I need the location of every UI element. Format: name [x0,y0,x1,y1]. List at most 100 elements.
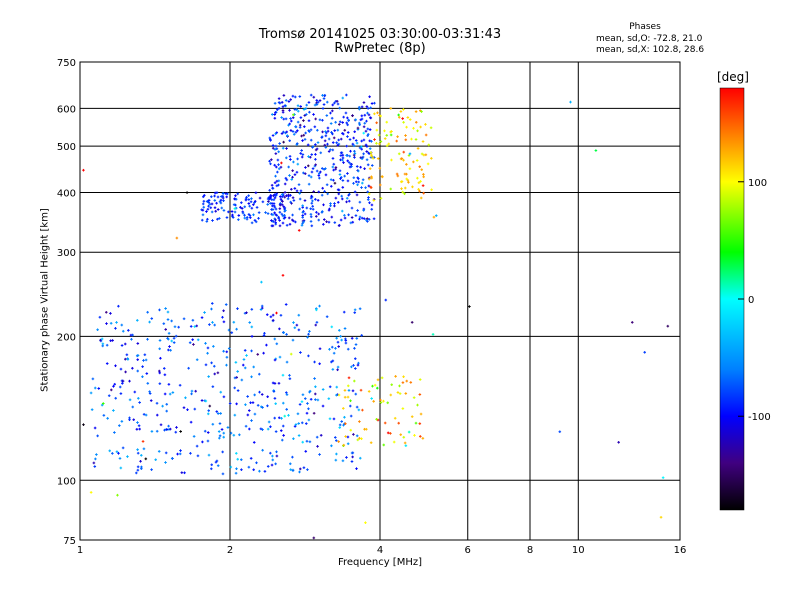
data-point [271,454,274,458]
data-point [419,180,422,183]
data-point [219,412,222,415]
data-point [164,461,167,464]
data-point [303,138,307,141]
data-point [311,199,314,203]
data-point [222,209,226,212]
data-point [211,321,214,324]
data-point [203,429,207,433]
data-point [334,196,338,200]
data-point [289,129,293,132]
data-point [294,95,297,99]
data-point [298,197,302,201]
data-point [296,157,299,161]
data-point [252,213,255,217]
data-point [130,337,133,341]
data-point [336,201,340,204]
data-point [218,422,222,425]
data-point [163,373,167,377]
data-point [360,157,364,160]
data-point [249,457,253,460]
data-point [345,200,348,204]
data-point [324,134,328,138]
data-point [222,320,226,324]
data-point [358,307,362,311]
data-point [308,389,312,393]
data-point [348,165,352,169]
data-point [357,177,360,180]
data-point [360,216,364,220]
data-point [270,158,273,161]
data-point [313,377,316,380]
data-point [297,313,301,317]
data-point [407,180,410,184]
data-point [249,200,253,204]
data-point [330,116,334,120]
data-point [271,213,275,217]
data-point [291,169,294,172]
data-point [277,382,281,385]
data-point [121,446,125,450]
data-point [274,221,277,224]
data-point [236,192,240,196]
data-point [216,217,219,221]
data-point [420,110,423,113]
data-point [264,211,267,214]
data-point [249,401,252,405]
data-point [287,100,291,103]
data-point [178,383,182,387]
data-point [202,199,206,203]
data-point [225,216,229,219]
data-point [278,219,281,222]
data-point [277,97,281,100]
y-tick-label: 500 [57,142,76,153]
data-point [277,167,281,171]
data-point [270,183,274,187]
data-point [420,152,424,156]
data-point [187,366,190,370]
data-point [321,107,325,110]
data-point [370,208,374,211]
data-point [303,114,307,117]
data-point [345,154,348,157]
data-point [399,180,403,184]
data-point [204,399,208,403]
data-point [362,152,365,156]
data-point [200,316,204,319]
data-point [338,123,341,126]
data-point [309,220,313,223]
data-point [360,114,364,118]
data-point [148,392,152,395]
data-point [351,114,354,118]
data-point [350,337,354,340]
data-point [116,493,119,497]
data-point [307,174,311,177]
data-point [334,120,337,124]
data-point [336,188,340,192]
y-tick-label: 75 [63,536,76,547]
data-point [211,385,215,388]
data-point [265,343,268,347]
data-point [126,455,129,458]
data-point [136,451,140,455]
data-point [301,222,304,225]
data-point [131,405,135,409]
chart-title: Tromsø 20141025 03:30:00-03:31:43 [258,27,502,42]
data-point [290,178,294,181]
data-point [325,114,329,117]
data-point [318,347,322,351]
data-point [125,353,129,357]
data-point [385,120,389,124]
data-point [274,111,277,114]
data-point [281,110,285,114]
data-point [336,143,340,147]
data-point [155,413,159,417]
data-point [287,216,291,220]
data-point [288,174,291,177]
data-point [207,409,211,412]
data-point [200,218,204,222]
data-point [343,128,347,132]
data-point [348,138,352,141]
data-point [329,111,332,115]
data-point [346,435,350,439]
